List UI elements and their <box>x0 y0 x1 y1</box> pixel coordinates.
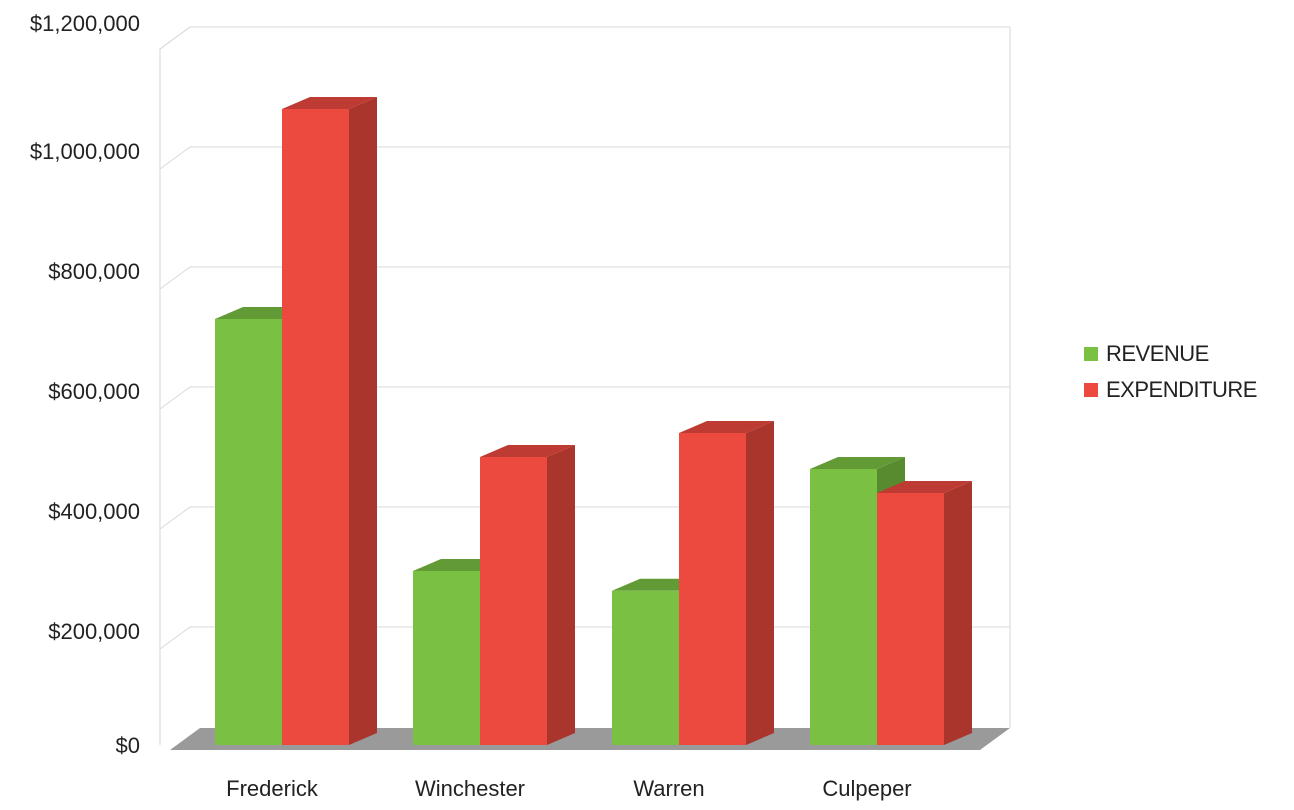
bar-expenditure-winchester <box>480 445 575 745</box>
gridline <box>159 386 1010 410</box>
chart-floor <box>170 728 1010 750</box>
legend-swatch <box>1084 347 1098 361</box>
gridline <box>159 26 1010 50</box>
bars <box>215 97 972 745</box>
y-tick-label: $1,000,000 <box>30 139 140 164</box>
chart-legend: REVENUE EXPENDITURE <box>1084 336 1257 408</box>
bar-expenditure-culpeper <box>877 481 972 745</box>
legend-swatch <box>1084 383 1098 397</box>
gridline <box>159 146 1010 170</box>
legend-item: REVENUE <box>1084 336 1257 372</box>
y-tick-label: $1,200,000 <box>30 11 140 36</box>
y-axis-tick-labels: $0 $200,000 $400,000 $600,000 $800,000 $1,000… <box>30 11 140 758</box>
x-tick-label: Warren <box>633 776 704 801</box>
x-tick-label: Frederick <box>226 776 319 801</box>
bar-expenditure-frederick <box>282 97 377 745</box>
bar-expenditure-warren <box>679 421 774 745</box>
y-tick-label: $600,000 <box>48 379 140 404</box>
x-axis-tick-labels: Frederick Winchester Warren Culpeper <box>226 776 911 801</box>
y-tick-label: $400,000 <box>48 499 140 524</box>
y-tick-label: $0 <box>116 733 140 758</box>
y-tick-label: $200,000 <box>48 619 140 644</box>
x-tick-label: Winchester <box>415 776 525 801</box>
y-tick-label: $800,000 <box>48 259 140 284</box>
x-tick-label: Culpeper <box>822 776 911 801</box>
chart-floor-plane <box>170 728 1010 750</box>
legend-item: EXPENDITURE <box>1084 372 1257 408</box>
legend-label: REVENUE <box>1106 341 1209 366</box>
legend-label: EXPENDITURE <box>1106 377 1257 402</box>
gridline <box>159 266 1010 290</box>
